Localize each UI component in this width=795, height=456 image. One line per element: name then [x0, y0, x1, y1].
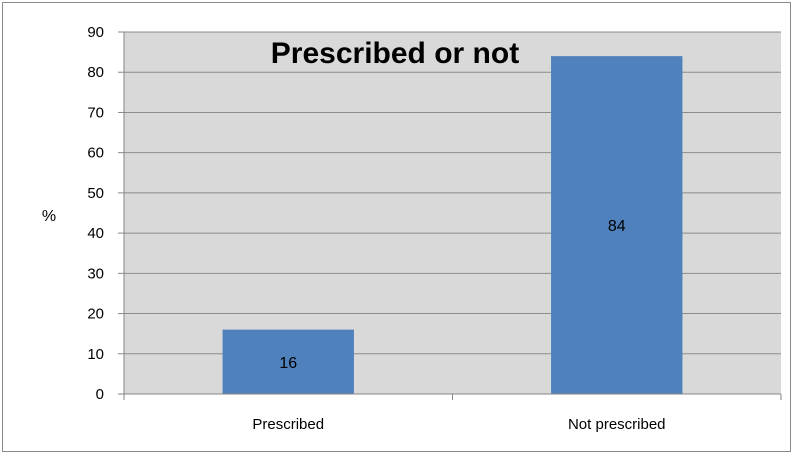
y-tick-label: 40 — [87, 225, 104, 242]
y-tick-label: 60 — [87, 145, 104, 162]
axes — [118, 31, 782, 400]
y-tick-label: 50 — [87, 185, 104, 202]
x-category-label: Prescribed — [252, 416, 324, 433]
bar-prescribed — [222, 329, 354, 394]
x-category-label: Not prescribed — [568, 416, 666, 433]
y-tick-label: 30 — [87, 265, 104, 282]
y-tick-label: 20 — [87, 306, 104, 323]
y-axis-label: % — [42, 208, 56, 225]
y-tick-label: 10 — [87, 346, 104, 363]
bar-not-prescribed — [551, 56, 683, 395]
data-label: 16 — [279, 355, 297, 372]
x-category-labels: Prescribed Not prescribed — [252, 416, 665, 433]
y-tick-label: 70 — [87, 104, 104, 121]
chart-frame: 0 10 20 30 40 50 60 70 80 90 Prescribed Not prescr… — [2, 2, 791, 452]
bar-chart: 0 10 20 30 40 50 60 70 80 90 Prescribed Not prescr… — [42, 24, 782, 433]
bars — [222, 56, 683, 395]
data-label: 84 — [608, 218, 626, 235]
y-tick-label: 90 — [87, 24, 104, 41]
y-tick-label: 0 — [96, 386, 104, 403]
y-tick-label: 80 — [87, 64, 104, 81]
chart-title: Prescribed or not — [271, 37, 519, 70]
y-tick-labels: 0 10 20 30 40 50 60 70 80 90 — [87, 24, 104, 403]
